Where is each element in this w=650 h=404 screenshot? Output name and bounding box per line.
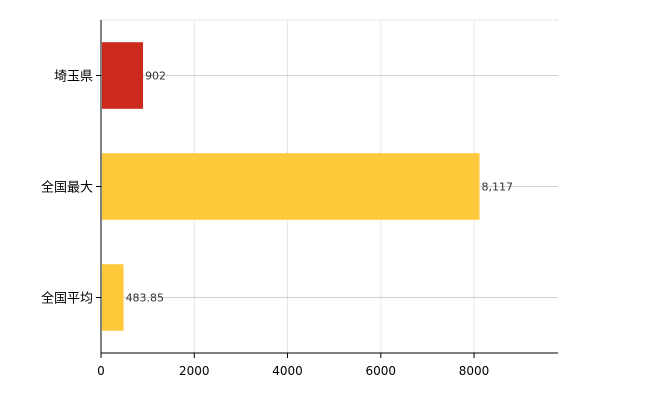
bar: [102, 153, 480, 220]
category-label: 全国平均: [41, 291, 93, 307]
category-label: 埼玉県: [54, 70, 93, 85]
x-tick-label: 2000: [179, 364, 210, 378]
category-label: 全国最大: [41, 180, 93, 196]
bars-group: [102, 42, 480, 331]
bar: [102, 42, 144, 109]
x-axis-ticks: 0 2000 4000 6000 8000: [97, 353, 489, 378]
x-tick-label: 8000: [459, 364, 490, 378]
x-tick-label: 0: [97, 364, 105, 378]
data-label: 902: [145, 70, 166, 83]
x-tick-label: 6000: [366, 364, 397, 378]
data-label: 8,117: [482, 181, 513, 194]
data-label: 483.85: [126, 292, 164, 305]
data-labels: 902 8,117 483.85: [126, 70, 513, 305]
bar: [102, 264, 124, 331]
x-tick-label: 4000: [272, 364, 303, 378]
